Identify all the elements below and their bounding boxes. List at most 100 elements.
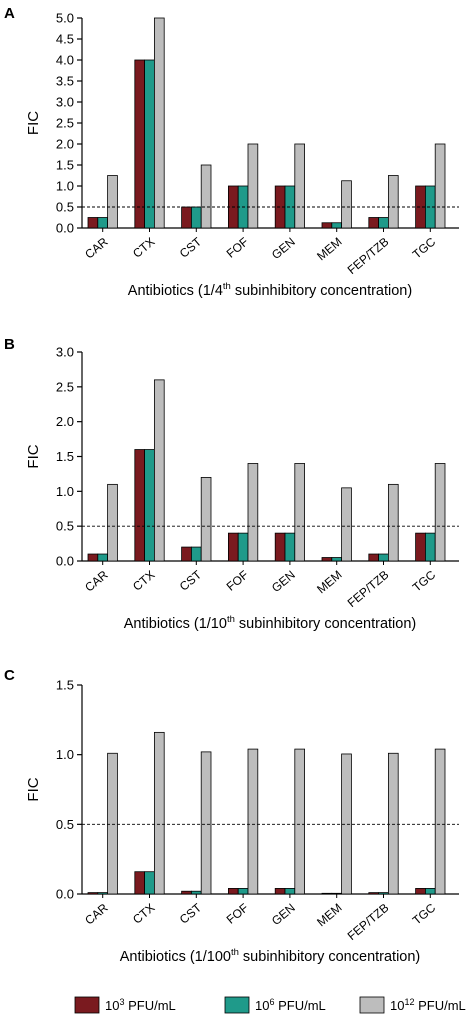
bar-fep-tzb-s2 (378, 217, 389, 229)
bar-car-s3 (107, 752, 118, 895)
bar-car-s1 (87, 892, 99, 895)
y-tick-label: 0.5 (56, 200, 74, 215)
x-axis-label: Antibiotics (1/10th subinhibitory concen… (124, 614, 416, 632)
y-tick-label: 0.0 (56, 887, 74, 902)
bar-car-s1 (87, 217, 99, 229)
bar-gen-s1 (274, 532, 286, 562)
x-tick-label: CST (177, 234, 205, 261)
x-tick-label: FOF (224, 901, 251, 927)
bar-fof-s3 (247, 748, 259, 895)
y-tick-label: 1.0 (56, 179, 74, 194)
bar-gen-s3 (294, 143, 305, 229)
chart-panel-b: B FIC 0.0 0.5 1.0 1.5 2.0 2.5 3.0 CAR CTX CST FOF GEN… (4, 336, 459, 632)
bar-cst-s2 (190, 206, 202, 229)
x-tick-label: FOF (224, 235, 251, 261)
bar-ctx-s3 (153, 379, 165, 562)
y-tick-label: 4.0 (56, 53, 74, 68)
bar-ctx-s2 (144, 449, 155, 562)
legend-label-2: 106 PFU/mL (255, 997, 326, 1013)
bar-car-s1 (87, 553, 99, 562)
bar-fep-tzb-s1 (368, 553, 379, 562)
x-tick-label: CAR (82, 234, 111, 261)
y-tick-label: 2.0 (56, 414, 74, 429)
bar-cst-s2 (190, 546, 202, 562)
bar-fof-s3 (247, 463, 259, 562)
y-axis-label: FIC (25, 777, 42, 801)
bar-fof-s2 (237, 532, 249, 562)
x-tick-label: CST (177, 900, 205, 927)
bar-tgc-s1 (415, 888, 426, 895)
bar-ctx-s1 (134, 871, 146, 895)
y-tick-label: 4.5 (56, 32, 74, 47)
x-tick-label: MEM (314, 901, 344, 930)
bar-ctx-s2 (144, 871, 155, 895)
x-tick-label: CST (177, 567, 205, 594)
legend-swatch-2 (224, 996, 250, 1014)
bar-mem-s1 (321, 892, 333, 895)
x-tick-label: CAR (82, 900, 111, 927)
bar-tgc-s3 (434, 748, 446, 895)
y-tick-label: 1.5 (56, 449, 74, 464)
bar-fof-s2 (237, 888, 249, 895)
legend-swatch-3 (359, 996, 385, 1014)
x-tick-label: MEM (314, 568, 344, 597)
x-tick-label: CTX (130, 235, 157, 261)
bar-ctx-s3 (153, 731, 165, 895)
y-tick-label: 0.5 (56, 519, 74, 534)
x-tick-label: TGC (410, 900, 439, 927)
y-tick-label: 1.5 (56, 678, 74, 693)
bar-tgc-s3 (434, 463, 446, 562)
x-tick-label: TGC (410, 234, 439, 261)
bar-mem-s1 (321, 557, 333, 562)
panel-letter: B (4, 336, 15, 353)
bar-car-s3 (107, 483, 118, 562)
bar-cst-s1 (181, 206, 192, 229)
bar-ctx-s1 (134, 449, 146, 562)
bar-fof-s1 (227, 532, 239, 562)
bar-mem-s2 (331, 892, 342, 895)
bar-mem-s3 (341, 487, 352, 562)
legend: 103 PFU/mL 106 PFU/mL 1012 PFU/mL (74, 996, 466, 1014)
y-tick-label: 0.0 (56, 554, 74, 569)
bar-mem-s2 (331, 222, 342, 229)
x-tick-label: CTX (130, 568, 157, 594)
bar-gen-s3 (294, 463, 305, 562)
panel-letter: C (4, 667, 15, 684)
bar-fep-tzb-s2 (378, 892, 389, 895)
x-tick-label: GEN (269, 568, 298, 595)
bar-gen-s3 (294, 748, 305, 895)
bar-fof-s1 (227, 888, 239, 895)
bar-cst-s2 (190, 890, 202, 895)
bar-ctx-s2 (144, 59, 155, 229)
chart-panel-a: A FIC 0.0 0.5 1.0 1.5 2.0 2.5 3.0 3.5 4.0 4.5 5.0 CAR… (4, 5, 459, 299)
bar-tgc-s1 (415, 532, 426, 562)
bar-mem-s2 (331, 557, 342, 562)
bar-gen-s2 (284, 888, 296, 895)
bar-fep-tzb-s3 (387, 175, 399, 229)
y-axis-label: FIC (25, 111, 42, 135)
bar-tgc-s2 (424, 532, 436, 562)
legend-swatch-1 (74, 996, 100, 1014)
bar-cst-s3 (200, 751, 212, 895)
bar-car-s2 (97, 553, 109, 562)
x-tick-label: GEN (269, 901, 298, 928)
legend-label-3: 1012 PFU/mL (390, 997, 466, 1013)
y-tick-label: 3.0 (56, 345, 74, 360)
bar-mem-s3 (341, 753, 352, 895)
bar-mem-s1 (321, 222, 333, 229)
y-tick-label: 3.0 (56, 95, 74, 110)
y-tick-label: 2.5 (56, 379, 74, 394)
chart-panel-c: C FIC 0.0 0.5 1.0 1.5 CAR CTX CST FOF GEN MEM FEP/TZ… (4, 667, 459, 965)
bar-fep-tzb-s1 (368, 217, 379, 229)
bar-car-s2 (97, 217, 109, 229)
x-axis-label: Antibiotics (1/100th subinhibitory conce… (120, 947, 421, 965)
panel-letter: A (4, 5, 15, 22)
bar-fep-tzb-s1 (368, 892, 379, 895)
x-tick-label: FEP/TZB (345, 235, 392, 277)
y-axis-label: FIC (25, 444, 42, 468)
x-tick-label: FEP/TZB (345, 568, 392, 610)
y-tick-label: 2.5 (56, 116, 74, 131)
bar-cst-s1 (181, 890, 192, 895)
y-tick-label: 2.0 (56, 137, 74, 152)
y-tick-label: 0.0 (56, 221, 74, 236)
